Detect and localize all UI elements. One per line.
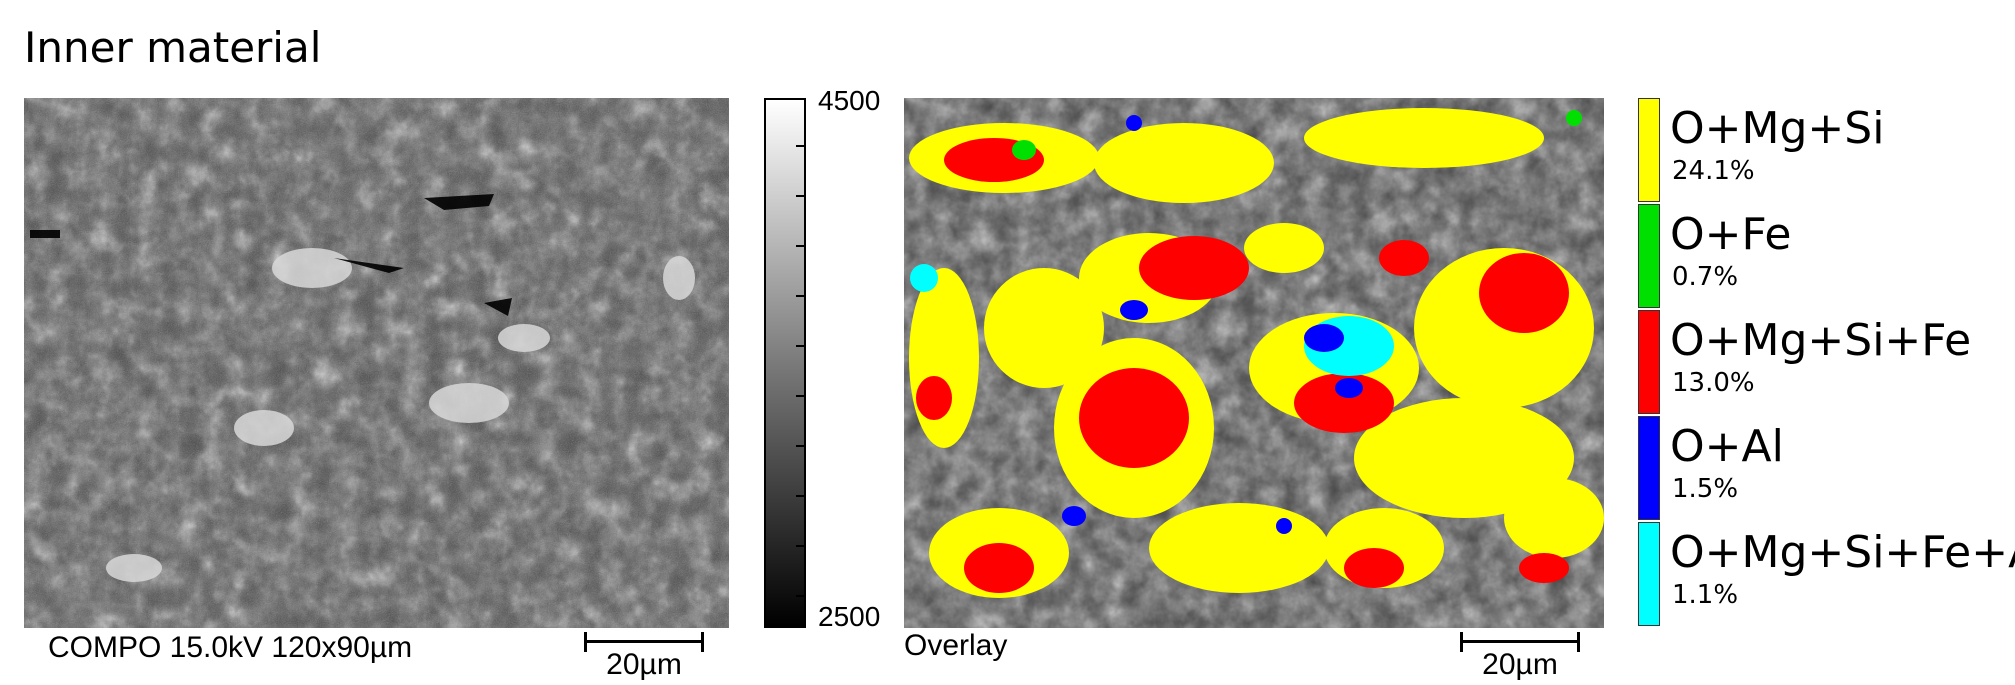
legend-item-percent: 1.5% [1672,474,1739,504]
phase-overlay-texture [904,98,1604,628]
phase-legend: O+Mg+Si 24.1% O+Fe 0.7% O+Mg+Si+Fe 13.0%… [1638,98,2015,628]
legend-item: O+Al 1.5% [1638,416,1998,522]
legend-item: O+Mg+Si+Fe+Al 1.1% [1638,522,2015,628]
colorbar-gradient [766,100,804,626]
legend-swatch [1638,522,1660,626]
legend-swatch [1638,98,1660,202]
legend-item: O+Fe 0.7% [1638,204,1998,310]
sem-scalebar-label: 20µm [606,648,682,681]
sem-caption: COMPO 15.0kV 120x90µm [48,631,413,664]
legend-item-percent: 0.7% [1672,262,1739,292]
legend-item: O+Mg+Si 24.1% [1638,98,1998,204]
legend-item-percent: 1.1% [1672,580,1739,610]
legend-swatch [1638,204,1660,308]
phase-overlay-map [904,98,1604,628]
legend-swatch [1638,310,1660,414]
legend-item-name: O+Al [1670,421,1784,472]
overlay-scalebar [1460,632,1580,652]
sem-micrograph-texture [24,98,729,628]
sem-micrograph [24,98,729,628]
overlay-scalebar-label: 20µm [1482,648,1558,681]
figure-title: Inner material [24,23,322,72]
legend-swatch [1638,416,1660,520]
legend-item-percent: 13.0% [1672,368,1755,398]
legend-item-name: O+Fe [1670,209,1792,260]
colorbar-min-label: 2500 [818,601,881,632]
grayscale-colorbar [764,98,806,628]
legend-item: O+Mg+Si+Fe 13.0% [1638,310,1998,416]
colorbar-max-label: 4500 [818,85,881,116]
legend-item-name: O+Mg+Si+Fe [1670,315,1972,366]
legend-item-percent: 24.1% [1672,156,1755,186]
sem-scalebar [584,632,704,652]
legend-item-name: O+Mg+Si [1670,103,1885,154]
overlay-caption: Overlay [904,629,1008,662]
legend-item-name: O+Mg+Si+Fe+Al [1670,527,2015,578]
